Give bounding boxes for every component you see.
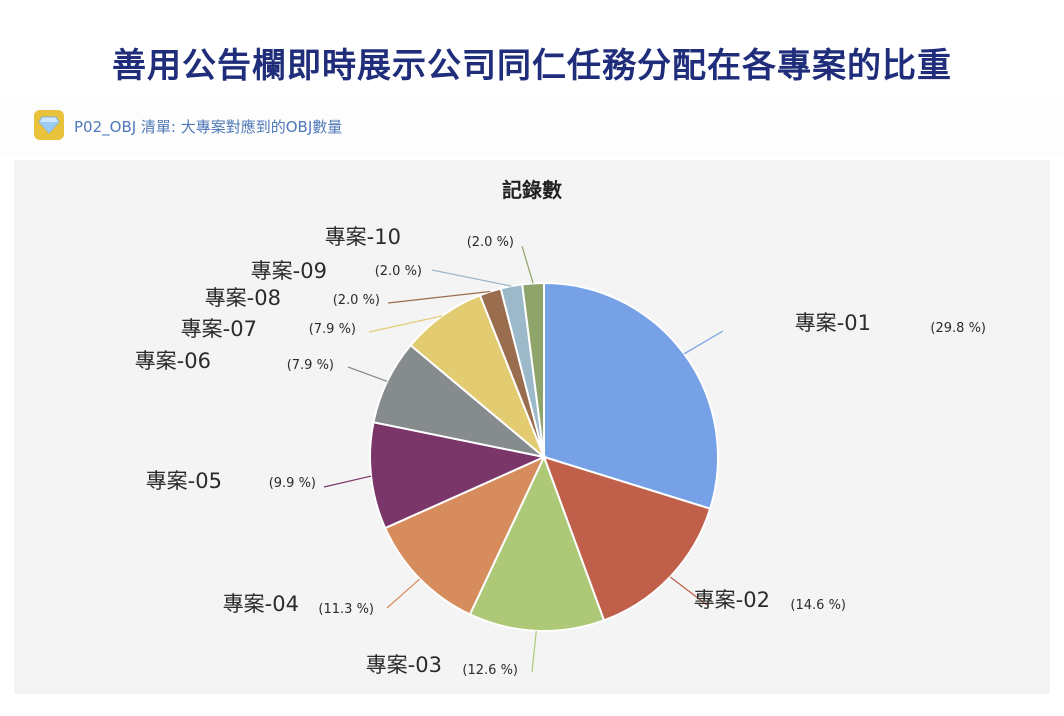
slice-pct-09: (2.0 %) bbox=[375, 264, 422, 279]
chart-panel: 記錄數 專案-01 (29.8 %) 專案-02 (14.6 %) 專案-03 (12.6… bbox=[14, 160, 1050, 694]
slice-label-10: 專案-10 bbox=[325, 225, 401, 249]
slice-pct-10: (2.0 %) bbox=[467, 235, 514, 250]
slice-label-08: 專案-08 bbox=[205, 286, 281, 310]
slice-label-01: 專案-01 bbox=[795, 311, 871, 335]
widget-title: P02_OBJ 清單: 大專案對應到的OBJ數量 bbox=[74, 118, 343, 136]
chart-title: 記錄數 bbox=[502, 178, 562, 202]
leader-line-05 bbox=[323, 475, 372, 488]
slice-pct-05: (9.9 %) bbox=[269, 476, 316, 491]
pie-slice-02[interactable] bbox=[542, 455, 712, 622]
slice-label-03: 專案-03 bbox=[366, 653, 442, 677]
slice-pct-06: (7.9 %) bbox=[287, 358, 334, 373]
slice-pct-01: (29.8 %) bbox=[930, 321, 986, 336]
page-headline: 善用公告欄即時展示公司同仁任務分配在各專案的比重 bbox=[112, 46, 952, 86]
pie-slice-10[interactable] bbox=[521, 281, 545, 458]
slice-label-09: 專案-09 bbox=[251, 259, 327, 283]
leader-line-02 bbox=[669, 576, 708, 606]
slice-label-05: 專案-05 bbox=[146, 469, 222, 493]
leader-line-01 bbox=[683, 330, 724, 355]
slice-label-06: 專案-06 bbox=[135, 349, 211, 373]
slice-label-07: 專案-07 bbox=[181, 317, 257, 341]
slice-pct-04: (11.3 %) bbox=[318, 602, 374, 617]
leader-line-08 bbox=[387, 290, 491, 304]
slice-pct-03: (12.6 %) bbox=[462, 663, 518, 678]
slice-label-04: 專案-04 bbox=[223, 592, 299, 616]
pie-slice-04[interactable] bbox=[383, 454, 547, 616]
leader-line-07 bbox=[368, 315, 443, 333]
leader-line-04 bbox=[386, 578, 421, 609]
slice-pct-07: (7.9 %) bbox=[309, 322, 356, 337]
leader-line-10 bbox=[521, 245, 534, 284]
slice-label-02: 專案-02 bbox=[694, 588, 770, 612]
leader-line-06 bbox=[347, 366, 388, 382]
leader-line-03 bbox=[531, 630, 537, 673]
pie-chart: 專案-01 (29.8 %) 專案-02 (14.6 %) 專案-03 (12.6 %) 專… bbox=[135, 225, 986, 678]
widget-header bbox=[0, 96, 1064, 156]
slice-pct-02: (14.6 %) bbox=[790, 598, 846, 613]
leader-line-09 bbox=[431, 269, 512, 287]
pie-slice-03[interactable] bbox=[468, 454, 606, 632]
diamond-icon bbox=[34, 110, 64, 140]
slice-pct-08: (2.0 %) bbox=[333, 293, 380, 308]
